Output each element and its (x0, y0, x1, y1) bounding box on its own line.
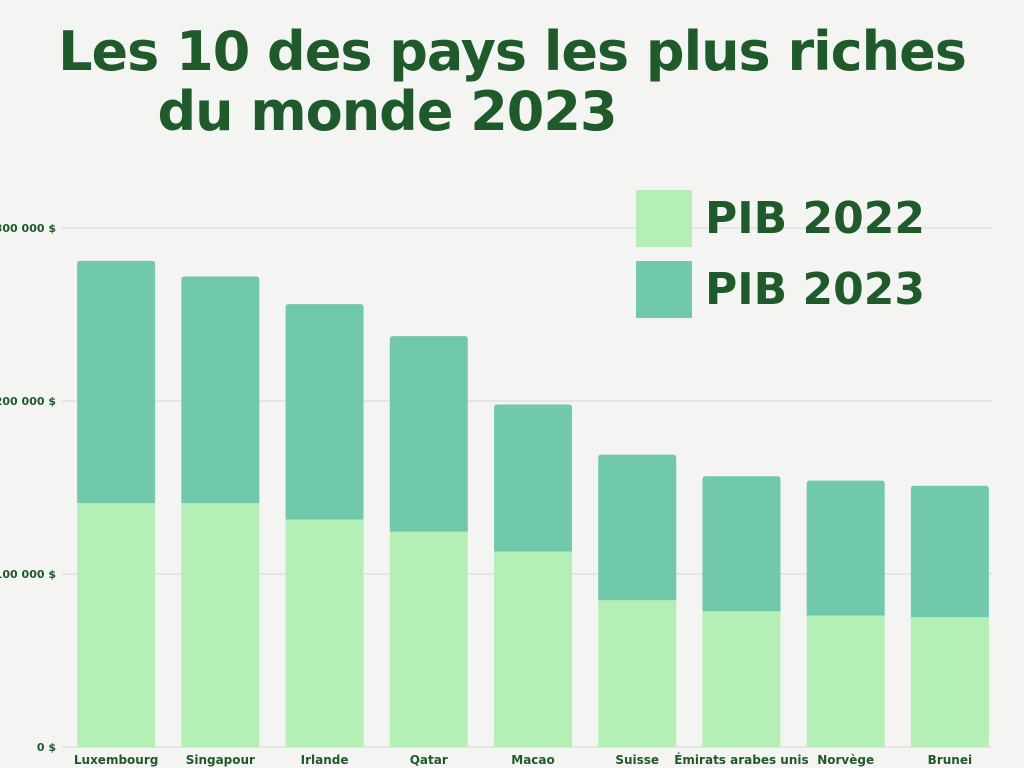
bar-2023 (598, 454, 677, 601)
bar-2023 (181, 276, 260, 504)
bar-2023 (389, 336, 468, 532)
bar-2023 (77, 260, 156, 504)
legend-swatch-2023 (636, 261, 692, 318)
x-tick-label: Qatar (410, 753, 448, 767)
x-tick-label: Singapour (186, 753, 255, 767)
legend-label-2023: PIB 2023 (705, 264, 925, 315)
legend-label-2022: PIB 2022 (705, 193, 925, 244)
x-tick-label: Irlande (301, 753, 349, 767)
y-tick-label: 200 000 $ (0, 395, 56, 408)
legend-item-2022: PIB 2022 (636, 190, 925, 247)
bar-2022 (702, 611, 781, 747)
bar-2022 (598, 600, 677, 747)
legend: PIB 2022 PIB 2023 (636, 190, 925, 332)
x-tick-label: Macao (511, 753, 555, 767)
chart-title: Les 10 des pays les plus riches du monde… (0, 22, 1024, 142)
y-tick-label: 100 000 $ (0, 568, 56, 581)
y-tick-label: 0 $ (37, 741, 56, 754)
x-tick-label: Émirats arabes unis (674, 752, 808, 767)
x-tick-label: Brunei (928, 753, 972, 767)
bar-2023 (806, 480, 885, 616)
x-tick-label: Suisse (615, 753, 659, 767)
bar-2022 (494, 551, 572, 747)
bar-2023 (910, 485, 989, 618)
y-tick-label: 300 000 $ (0, 222, 56, 235)
chart-title-line-1: Les 10 des pays les plus riches (58, 20, 967, 83)
bar-2023 (494, 404, 572, 552)
bar-2022 (285, 519, 364, 747)
bar-2022 (181, 503, 260, 747)
x-tick-label: Luxembourg (74, 753, 158, 767)
legend-item-2023: PIB 2023 (636, 261, 925, 318)
bar-2022 (910, 617, 989, 747)
bar-2023 (702, 476, 781, 612)
chart-title-line-2: du monde 2023 (157, 80, 617, 143)
bar-2022 (806, 615, 885, 747)
legend-swatch-2022 (636, 190, 692, 247)
bar-2022 (77, 503, 156, 747)
bar-2023 (285, 304, 364, 520)
x-tick-label: Norvège (817, 753, 874, 767)
bar-2022 (389, 531, 468, 747)
